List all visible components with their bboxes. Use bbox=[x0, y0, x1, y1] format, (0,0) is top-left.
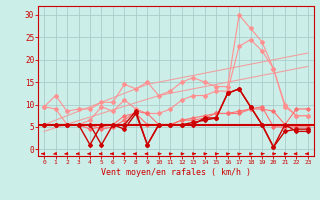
X-axis label: Vent moyen/en rafales ( km/h ): Vent moyen/en rafales ( km/h ) bbox=[101, 168, 251, 177]
